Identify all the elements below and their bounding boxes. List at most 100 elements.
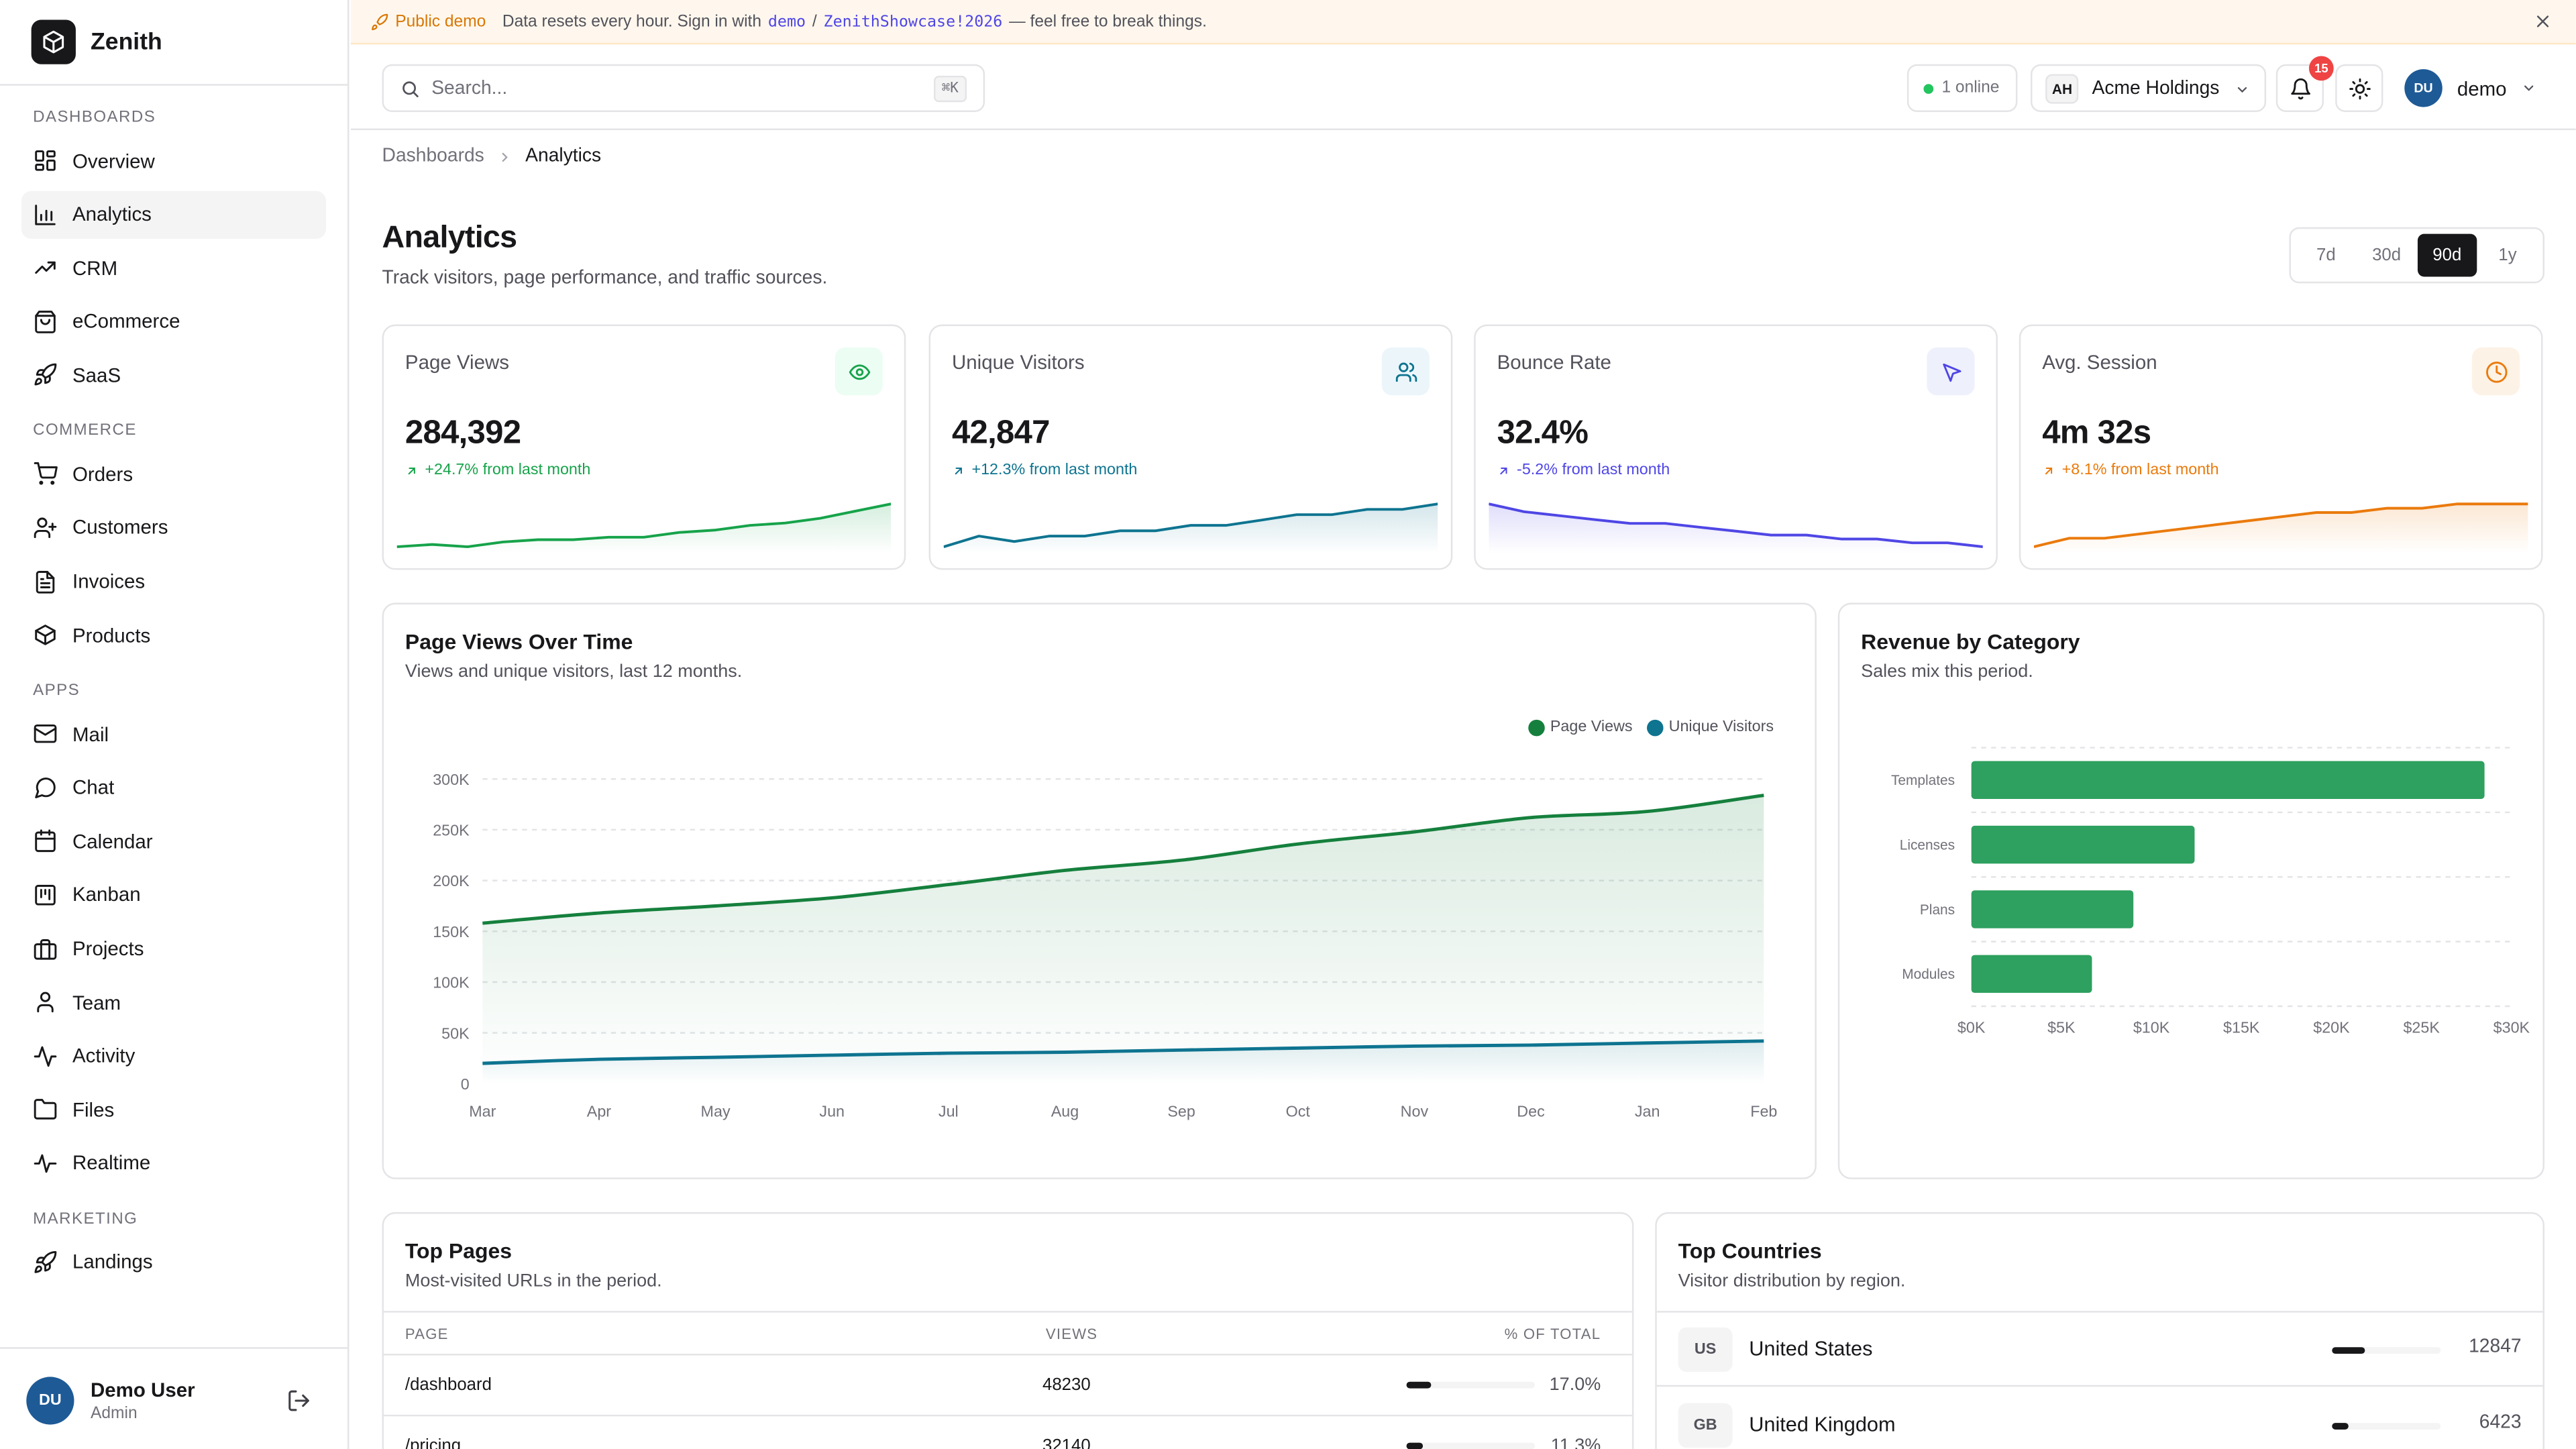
- x-tick-label: Jul: [938, 1102, 959, 1120]
- bar-plans[interactable]: [1971, 890, 2134, 928]
- x-tick-label: Nov: [1401, 1102, 1429, 1120]
- kpi-icon-box: [2471, 347, 2520, 396]
- sparkline-line: [1489, 502, 1983, 549]
- close-icon[interactable]: [2533, 11, 2553, 31]
- legend-swatch: [1528, 718, 1546, 736]
- shopping-bag-icon: [35, 310, 56, 333]
- chevron-down-icon: [2524, 85, 2534, 91]
- sidebar-item-analytics[interactable]: Analytics: [21, 190, 327, 238]
- legend-label: Page Views: [1550, 718, 1633, 737]
- sidebar-item-team[interactable]: Team: [21, 979, 326, 1026]
- rocket-icon: [372, 13, 388, 30]
- sparkline-area: [2033, 504, 2528, 553]
- sidebar-item-label: Products: [72, 623, 151, 647]
- kanban-icon: [35, 884, 56, 906]
- range-7d[interactable]: 7d: [2316, 245, 2336, 266]
- column-header-page[interactable]: PAGE: [405, 1326, 449, 1342]
- sidebar-item-label: Realtime: [72, 1152, 151, 1175]
- sidebar-item-kanban[interactable]: Kanban: [21, 871, 326, 919]
- pageviews-chart-card: Page Views Over Time Views and unique vi…: [382, 602, 1817, 1179]
- sidebar-item-customers[interactable]: Customers: [21, 504, 326, 551]
- sidebar-item-label: Kanban: [72, 883, 141, 907]
- sidebar-item-products[interactable]: Products: [21, 611, 326, 659]
- chevron-down-icon: [2237, 87, 2247, 93]
- eye-icon: [848, 364, 870, 380]
- series-line-unique-visitors[interactable]: [482, 1039, 1764, 1065]
- kpi-sparkline: [396, 502, 892, 553]
- sidebar-item-projects[interactable]: Projects: [21, 925, 326, 973]
- user-menu[interactable]: DU demo: [2404, 64, 2536, 112]
- logout-icon[interactable]: [286, 1389, 311, 1413]
- x-tick-label: Oct: [1286, 1102, 1311, 1120]
- table-row[interactable]: /dashboard 48230 17.0%: [384, 1355, 1632, 1417]
- bar-modules[interactable]: [1971, 955, 2092, 994]
- user-menu-name: demo: [2457, 76, 2507, 100]
- sparkline-line: [2033, 502, 2528, 548]
- bar-chart-icon: [35, 204, 56, 225]
- sidebar-item-crm[interactable]: CRM: [21, 244, 326, 292]
- country-name: United Kingdom: [1749, 1413, 1896, 1436]
- kpi-card-page-views: Page Views 284,392 +24.7% from last month: [382, 324, 906, 570]
- sparkline-line: [396, 502, 892, 549]
- legend-item[interactable]: Page Views: [1528, 718, 1633, 737]
- kpi-change-text: +24.7% from last month: [425, 461, 591, 480]
- notifications-button[interactable]: 15: [2275, 56, 2334, 112]
- column-header-views[interactable]: VIEWS: [1045, 1326, 1098, 1342]
- sidebar-item-ecommerce[interactable]: eCommerce: [21, 298, 326, 345]
- legend-item[interactable]: Unique Visitors: [1647, 718, 1774, 736]
- country-count: 12847: [2469, 1337, 2522, 1357]
- country-row[interactable]: GB United Kingdom 6423: [1657, 1389, 2543, 1449]
- table-row[interactable]: /pricing 32140 11.3%: [384, 1416, 1632, 1449]
- y-tick-label: 300K: [433, 771, 470, 788]
- nav-section-commerce: COMMERCE: [33, 422, 137, 441]
- range-1y[interactable]: 1y: [2498, 245, 2517, 266]
- org-switcher[interactable]: AH Acme Holdings: [2031, 64, 2267, 112]
- page-path: /pricing: [405, 1436, 462, 1449]
- sidebar-item-chat[interactable]: Chat: [21, 764, 326, 812]
- bar-templates[interactable]: [1971, 761, 2485, 799]
- sidebar-user[interactable]: DU Demo User Admin: [0, 1347, 348, 1449]
- sidebar-item-realtime[interactable]: Realtime: [21, 1140, 326, 1187]
- top-countries-card: Top Countries Visitor distribution by re…: [1655, 1212, 2544, 1449]
- main: Public demo Data resets every hour. Sign…: [350, 0, 2576, 1449]
- sidebar-item-orders[interactable]: Orders: [21, 450, 326, 498]
- bar-licenses[interactable]: [1971, 825, 2195, 864]
- range-90d[interactable]: 90d: [2416, 233, 2477, 277]
- theme-toggle-button[interactable]: [2335, 64, 2383, 112]
- x-tick-label: Jun: [819, 1102, 845, 1120]
- banner-text-after: — feel free to break things.: [1009, 12, 1207, 31]
- sidebar-item-files[interactable]: Files: [21, 1086, 326, 1134]
- sidebar-item-label: Activity: [72, 1044, 136, 1068]
- pulse-icon: [34, 1154, 57, 1173]
- column-header-percent[interactable]: % OF TOTAL: [1504, 1326, 1601, 1342]
- kpi-sparkline: [1489, 502, 1983, 553]
- sidebar-item-label: Team: [72, 990, 121, 1014]
- topbar: Search... ⌘K 1 online AH Acme Holdings 1…: [350, 44, 2576, 130]
- kpi-label: Unique Visitors: [951, 350, 1085, 374]
- breadcrumb-parent[interactable]: Dashboards: [382, 146, 484, 166]
- sidebar-item-activity[interactable]: Activity: [21, 1032, 326, 1080]
- top-pages-card: Top Pages Most-visited URLs in the perio…: [382, 1212, 1634, 1449]
- sidebar-item-label: eCommerce: [72, 310, 180, 333]
- sidebar-item-landings[interactable]: Landings: [21, 1238, 326, 1286]
- sidebar-item-invoices[interactable]: Invoices: [21, 557, 326, 605]
- country-code: GB: [1678, 1403, 1733, 1448]
- brand[interactable]: Zenith: [0, 0, 348, 86]
- country-row[interactable]: US United States 12847: [1656, 1311, 2543, 1387]
- page-percent: 11.3%: [1550, 1436, 1601, 1449]
- search-input[interactable]: Search... ⌘K: [382, 64, 985, 112]
- sidebar-item-label: SaaS: [72, 364, 121, 387]
- sidebar-item-overview[interactable]: Overview: [21, 137, 326, 184]
- page-views: 32140: [1042, 1436, 1091, 1449]
- range-30d[interactable]: 30d: [2372, 245, 2402, 266]
- series-line-page-views[interactable]: [482, 794, 1764, 925]
- sidebar-item-calendar[interactable]: Calendar: [21, 818, 326, 865]
- kpi-value: 4m 32s: [2042, 415, 2151, 451]
- chat-icon: [35, 777, 56, 798]
- x-tick-label: $15K: [2223, 1018, 2260, 1036]
- rocket-icon: [34, 1250, 57, 1273]
- logo-icon: [31, 19, 76, 64]
- sidebar-item-saas[interactable]: SaaS: [21, 352, 326, 399]
- table-title: Top Pages: [405, 1238, 512, 1263]
- sidebar-item-mail[interactable]: Mail: [21, 710, 326, 757]
